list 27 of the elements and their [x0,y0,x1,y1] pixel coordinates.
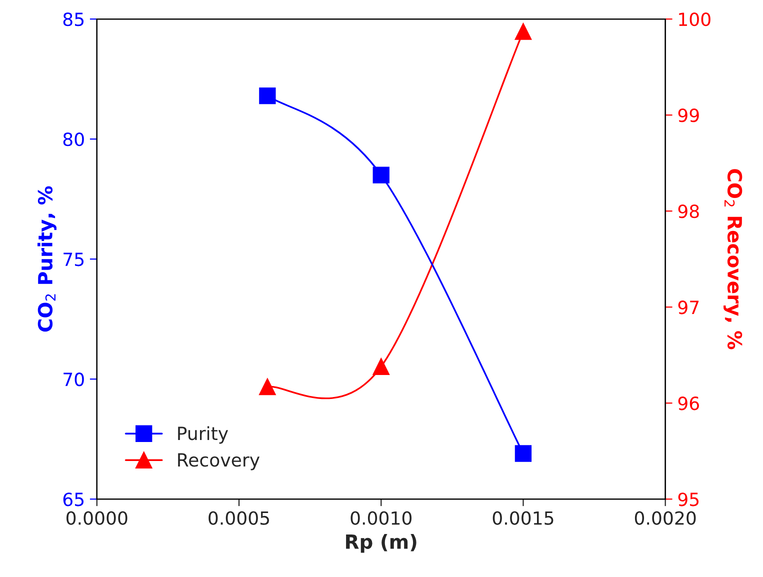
legend-label: Recovery [178,453,260,470]
x-tick-label: 0.0020 [634,511,696,525]
y2-tick-label: 99 [678,108,699,122]
y-tick-label: 65 [63,492,84,506]
y2-tick-label: 98 [678,204,699,218]
point [372,166,390,184]
x-tick-label: 0.0010 [350,511,412,525]
y-tick-label: 75 [64,252,84,266]
y2-tick-label: 96 [678,396,699,410]
point [514,445,532,462]
y-axis-title: CO$_{2}$ Purity, % [38,186,56,332]
point [259,378,276,396]
x-axis-title: Rp (m) [346,534,416,553]
legend-label: Purity [178,426,228,444]
y-tick-label: 85 [63,12,84,26]
y2-axis-title: CO$_{2}$ Recovery, % [724,169,742,350]
x-tick-label: 0.0015 [492,511,554,525]
y2-tick-label: 97 [678,300,699,314]
x-tick-label: 0.0000 [66,511,128,525]
point [259,88,276,104]
y-tick-label: 70 [64,372,84,386]
x-tick-label: 0.0005 [208,511,270,525]
y-tick-label: 80 [63,132,84,146]
y2-tick-label: 95 [678,492,699,506]
y2-tick-label: 100 [679,12,710,26]
point [372,358,390,375]
point [514,23,532,40]
